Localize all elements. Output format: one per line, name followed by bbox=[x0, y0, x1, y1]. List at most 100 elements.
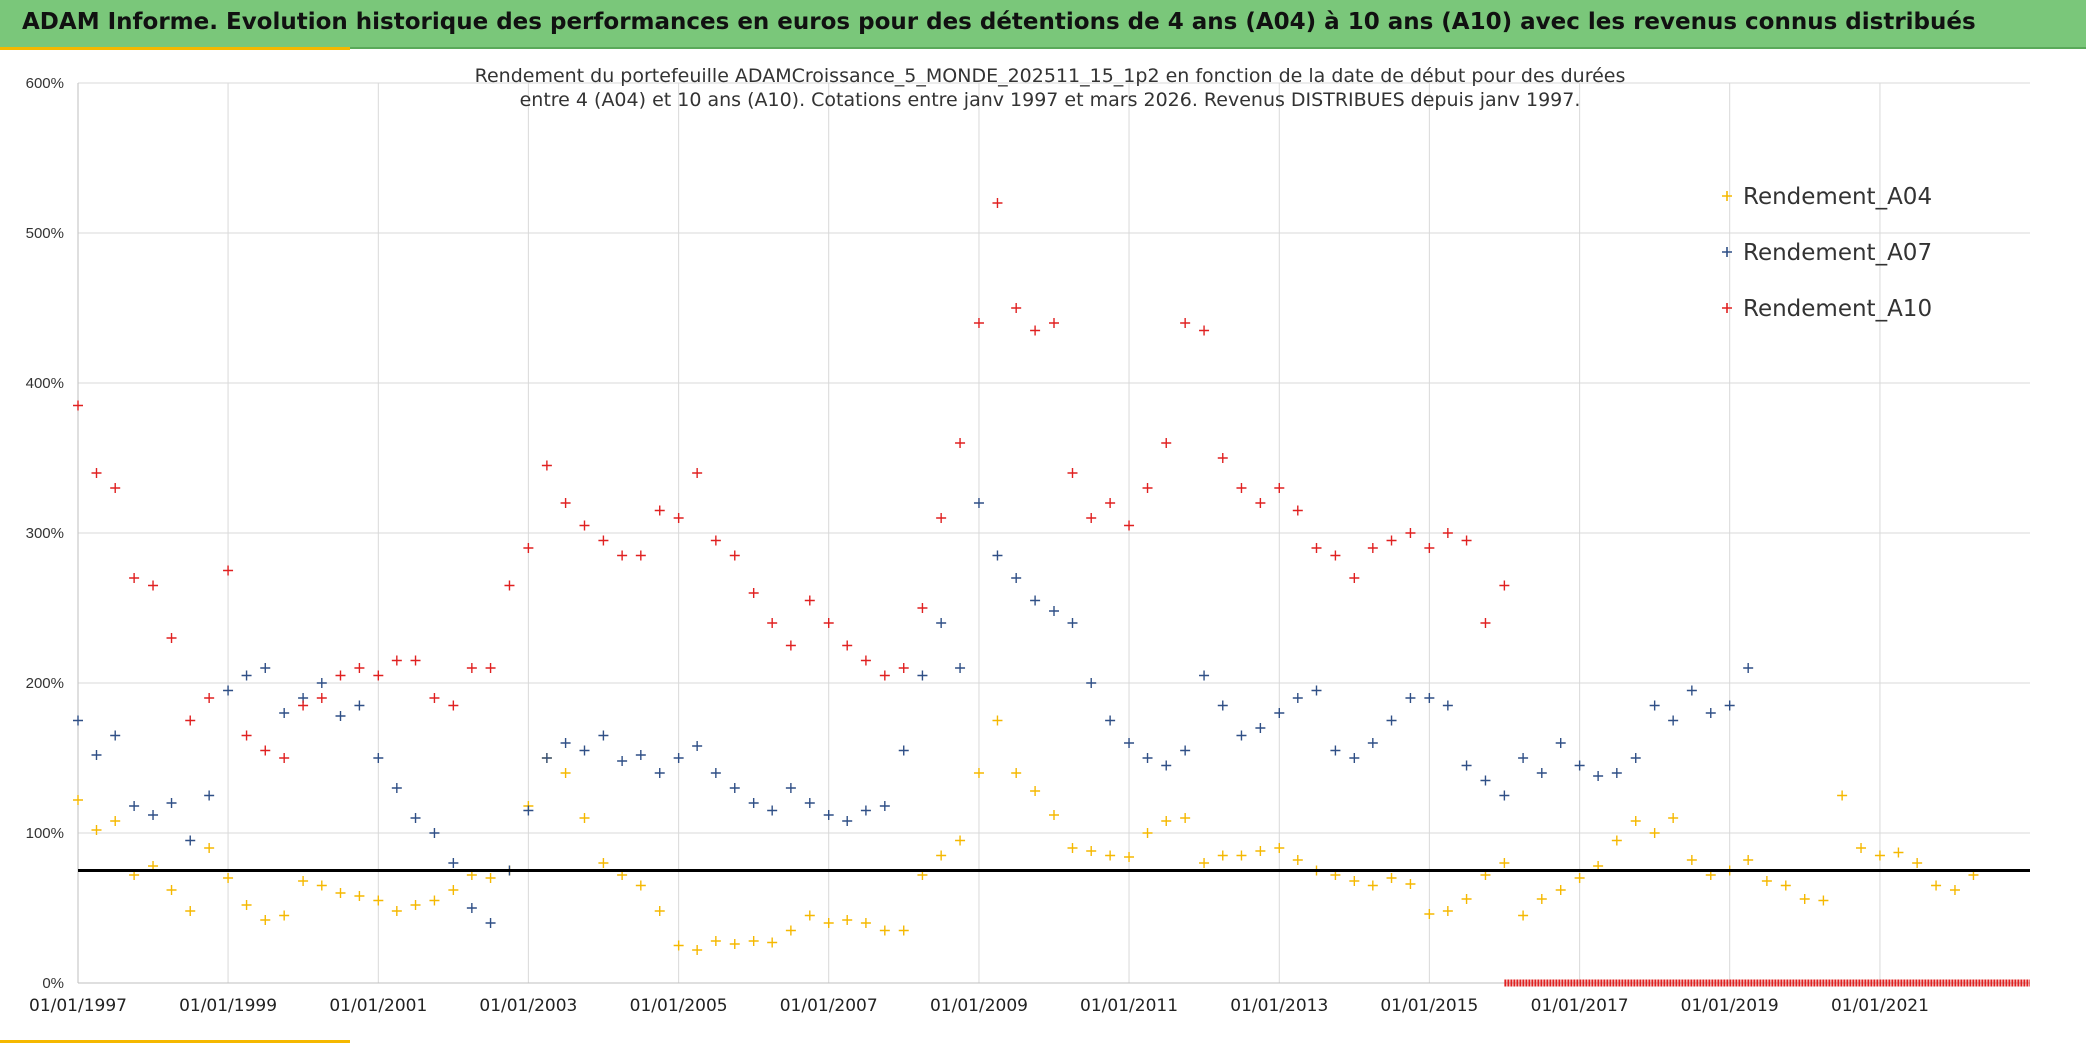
data-point bbox=[241, 730, 252, 741]
data-point bbox=[1367, 880, 1378, 891]
data-point bbox=[1686, 855, 1697, 865]
data-point bbox=[1049, 810, 1059, 820]
legend-marker bbox=[1722, 303, 1732, 313]
data-point bbox=[1199, 670, 1210, 681]
data-point bbox=[223, 873, 234, 883]
data-point bbox=[1367, 738, 1378, 748]
data-point bbox=[804, 910, 815, 921]
data-point bbox=[1611, 768, 1622, 778]
data-point bbox=[1274, 843, 1285, 853]
data-point bbox=[635, 550, 646, 561]
data-point bbox=[1461, 894, 1472, 904]
data-point bbox=[485, 918, 496, 928]
y-tick-label: 600% bbox=[26, 75, 64, 92]
legend-marker bbox=[1722, 247, 1732, 257]
data-point bbox=[898, 925, 909, 936]
data-point bbox=[823, 918, 834, 928]
data-point bbox=[1180, 813, 1191, 823]
data-point bbox=[992, 715, 1003, 726]
data-point bbox=[654, 906, 665, 916]
data-point bbox=[955, 663, 966, 673]
data-point bbox=[560, 768, 571, 778]
data-point bbox=[429, 895, 440, 906]
data-point bbox=[1274, 483, 1285, 493]
data-point bbox=[260, 915, 271, 925]
data-point bbox=[354, 700, 365, 711]
data-point bbox=[1011, 303, 1022, 313]
legend: Rendement_A04 Rendement_A07 Rendement_A10 bbox=[1722, 184, 1932, 322]
data-point bbox=[560, 738, 571, 748]
data-point bbox=[73, 715, 83, 726]
data-point bbox=[223, 685, 234, 696]
data-point bbox=[129, 801, 140, 811]
data-point bbox=[1330, 745, 1341, 756]
data-point bbox=[1442, 528, 1453, 538]
data-point bbox=[1217, 850, 1228, 861]
data-point bbox=[635, 880, 646, 891]
series-Rendement_A04 bbox=[73, 715, 1979, 955]
data-point bbox=[223, 565, 234, 576]
data-point bbox=[1311, 543, 1322, 553]
legend-label: Rendement_A04 bbox=[1743, 184, 1932, 210]
data-point bbox=[1442, 700, 1453, 711]
data-point bbox=[804, 798, 815, 808]
data-point bbox=[1555, 738, 1566, 748]
data-point bbox=[992, 550, 1003, 561]
data-point bbox=[1555, 885, 1566, 895]
data-point bbox=[1255, 723, 1266, 733]
data-point bbox=[316, 678, 327, 688]
data-point bbox=[410, 900, 421, 910]
data-point bbox=[448, 885, 459, 895]
data-point bbox=[298, 876, 309, 886]
data-point bbox=[1349, 876, 1360, 886]
data-point bbox=[579, 520, 590, 531]
data-point bbox=[1292, 505, 1303, 516]
data-point bbox=[936, 618, 947, 628]
data-point bbox=[541, 753, 552, 763]
data-point bbox=[166, 798, 177, 808]
data-point bbox=[316, 880, 327, 891]
y-tick-label: 100% bbox=[26, 825, 64, 842]
data-point bbox=[1011, 573, 1022, 583]
data-point bbox=[1574, 760, 1585, 771]
data-point bbox=[1424, 909, 1435, 919]
data-point bbox=[955, 438, 966, 448]
data-point bbox=[767, 805, 778, 816]
data-point bbox=[1386, 873, 1397, 883]
data-point bbox=[1386, 715, 1397, 726]
x-tick-label: 01/01/2003 bbox=[479, 996, 577, 1016]
data-point bbox=[354, 891, 365, 901]
data-point bbox=[73, 795, 83, 805]
data-point bbox=[148, 580, 159, 591]
data-point bbox=[1236, 483, 1247, 493]
data-point bbox=[298, 700, 309, 711]
data-point bbox=[448, 858, 459, 868]
data-point bbox=[241, 670, 252, 681]
data-point bbox=[692, 741, 703, 751]
data-point bbox=[579, 745, 590, 756]
data-point bbox=[654, 505, 665, 516]
data-point bbox=[785, 640, 796, 651]
x-tick-label: 01/01/2017 bbox=[1531, 996, 1629, 1016]
data-point bbox=[1686, 685, 1697, 696]
data-point bbox=[1030, 786, 1041, 796]
data-point bbox=[823, 810, 834, 820]
data-point bbox=[1630, 816, 1641, 826]
data-point bbox=[185, 715, 196, 726]
data-point bbox=[1161, 816, 1172, 826]
data-point bbox=[1124, 738, 1135, 748]
data-point bbox=[1199, 858, 1210, 868]
data-point bbox=[1799, 894, 1810, 904]
data-point bbox=[1780, 880, 1791, 891]
data-point bbox=[335, 670, 346, 681]
data-point bbox=[560, 498, 571, 508]
data-point bbox=[541, 460, 552, 471]
data-point bbox=[1124, 520, 1135, 531]
data-point bbox=[391, 906, 402, 916]
chart-subtitle: entre 4 (A04) et 10 ans (A10). Cotations… bbox=[520, 89, 1581, 111]
data-point bbox=[598, 858, 609, 868]
data-point bbox=[1893, 847, 1904, 858]
data-point bbox=[1236, 850, 1247, 861]
data-point bbox=[748, 936, 759, 946]
data-point bbox=[373, 753, 384, 763]
